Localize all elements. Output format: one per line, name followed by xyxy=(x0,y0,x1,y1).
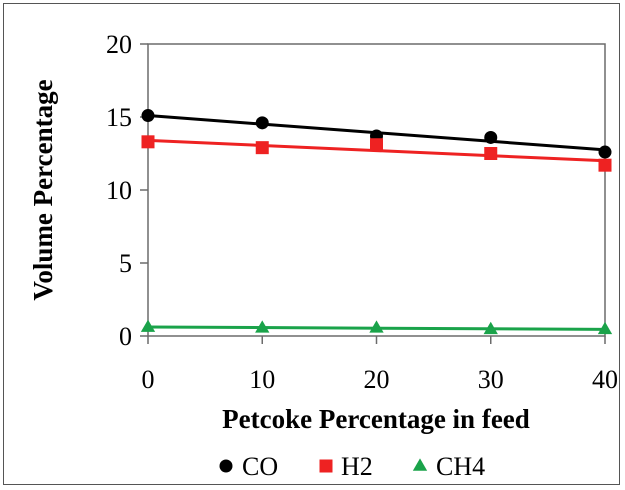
x-tick-label: 10 xyxy=(249,365,275,394)
y-axis-title: Volume Percentage xyxy=(28,79,58,300)
point-h2 xyxy=(141,135,155,149)
y-tick-label: 20 xyxy=(106,30,132,59)
y-axis-ticks: 0 5 10 15 20 xyxy=(106,30,148,351)
legend-marker-ch4 xyxy=(412,458,428,471)
point-h2 xyxy=(255,141,269,155)
x-tick-label: 40 xyxy=(592,365,618,394)
y-tick-label: 10 xyxy=(106,176,132,205)
point-co xyxy=(484,130,498,144)
x-tick-label: 0 xyxy=(142,365,155,394)
point-ch4 xyxy=(483,321,498,335)
chart-frame xyxy=(3,3,620,485)
point-h2 xyxy=(484,147,498,160)
x-axis-title: Petcoke Percentage in feed xyxy=(222,404,530,434)
point-ch4 xyxy=(369,320,384,333)
point-co xyxy=(598,145,612,159)
y-tick-label: 0 xyxy=(119,322,132,351)
y-tick-label: 5 xyxy=(119,249,132,278)
legend-label-ch4: CH4 xyxy=(436,452,485,481)
data-points xyxy=(140,109,613,335)
legend-marker-co xyxy=(219,459,233,473)
point-ch4 xyxy=(255,320,270,333)
point-ch4 xyxy=(140,319,156,332)
point-ch4 xyxy=(597,321,613,335)
plot-area xyxy=(147,43,606,337)
legend-label-co: CO xyxy=(242,452,278,481)
point-co xyxy=(255,116,269,130)
point-h2 xyxy=(370,138,383,152)
legend-label-h2: H2 xyxy=(341,452,373,481)
point-h2 xyxy=(598,158,612,172)
x-axis-ticks: 0 10 20 30 40 xyxy=(142,336,618,394)
legend-marker-h2 xyxy=(319,459,333,473)
x-tick-label: 30 xyxy=(478,365,504,394)
x-tick-label: 20 xyxy=(364,365,390,394)
y-tick-label: 15 xyxy=(106,103,132,132)
point-co xyxy=(141,109,155,123)
legend: CO H2 CH4 xyxy=(219,452,485,481)
